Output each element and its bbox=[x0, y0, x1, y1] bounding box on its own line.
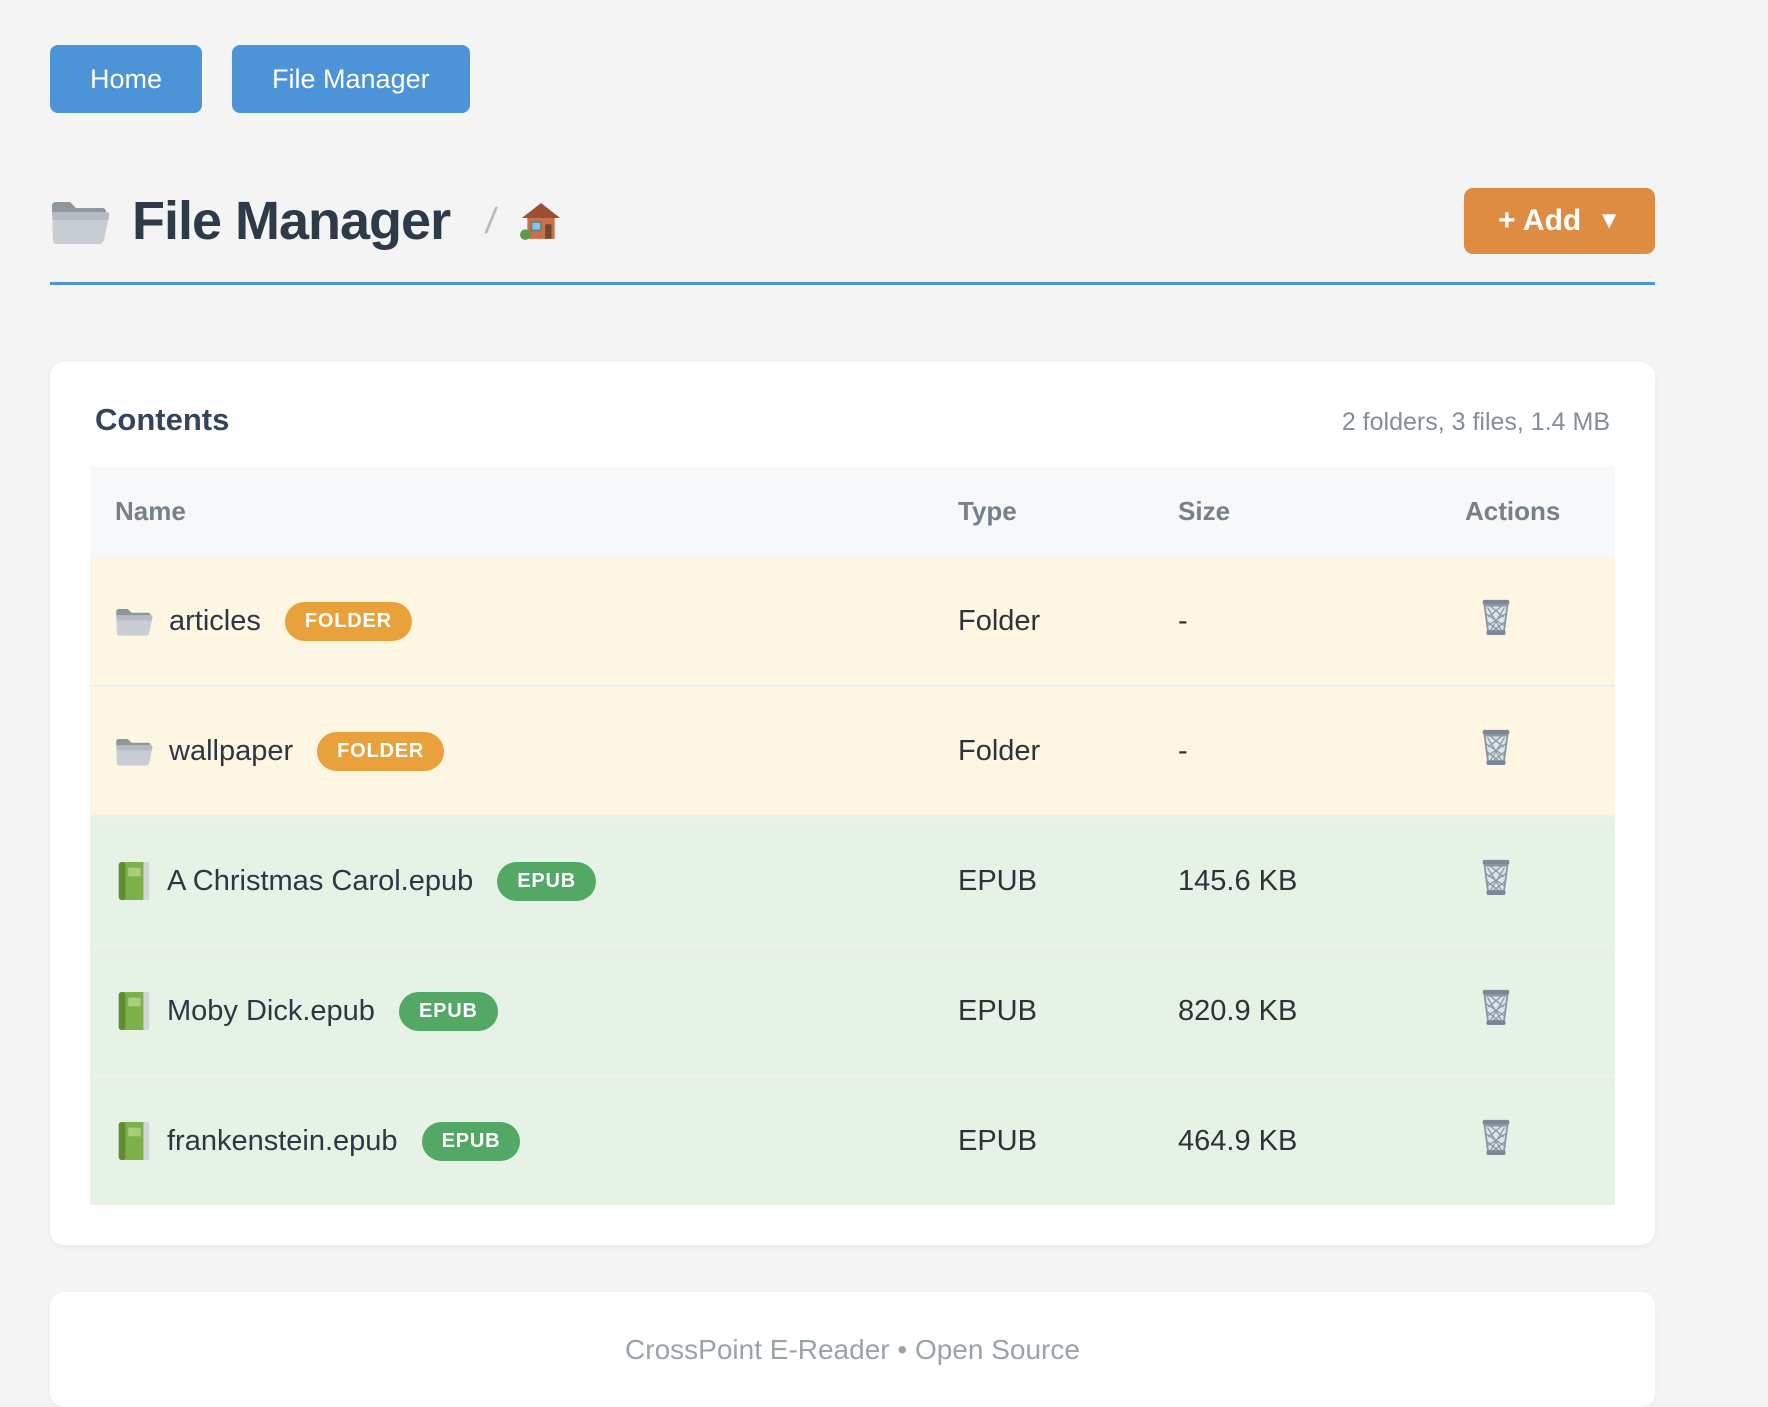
folder-icon bbox=[115, 605, 153, 637]
book-icon bbox=[115, 860, 151, 902]
contents-heading: Contents bbox=[95, 402, 230, 437]
book-icon bbox=[115, 990, 151, 1032]
breadcrumb-separator: / bbox=[483, 200, 500, 241]
file-size: 820.9 KB bbox=[1178, 994, 1298, 1027]
file-name[interactable]: frankenstein.epub bbox=[167, 1124, 398, 1157]
table-row[interactable]: Moby Dick.epub EPUB EPUB 820.9 KB bbox=[90, 946, 1615, 1076]
title-divider bbox=[50, 282, 1655, 285]
table-row[interactable]: A Christmas Carol.epub EPUB EPUB 145.6 K… bbox=[90, 816, 1615, 946]
column-header-size: Size bbox=[1178, 466, 1465, 557]
delete-button[interactable] bbox=[1465, 857, 1515, 897]
contents-summary: 2 folders, 3 files, 1.4 MB bbox=[1341, 408, 1610, 436]
page-container: Home File Manager File Manager / + Add ▼… bbox=[50, 0, 1655, 1407]
footer-text: CrossPoint E-Reader • Open Source bbox=[625, 1333, 1080, 1365]
file-name[interactable]: Moby Dick.epub bbox=[167, 994, 375, 1027]
file-name[interactable]: wallpaper bbox=[169, 734, 294, 767]
contents-card: Contents 2 folders, 3 files, 1.4 MB Name… bbox=[50, 362, 1655, 1245]
table-row[interactable]: wallpaper FOLDER Folder - bbox=[90, 686, 1615, 816]
chevron-down-icon: ▼ bbox=[1597, 207, 1621, 234]
page-title: File Manager bbox=[132, 191, 451, 251]
file-type: EPUB bbox=[958, 994, 1037, 1027]
folder-icon bbox=[50, 196, 110, 246]
file-name[interactable]: articles bbox=[169, 604, 261, 637]
column-header-type: Type bbox=[958, 466, 1178, 557]
title-group: File Manager / bbox=[50, 190, 1464, 252]
type-badge: FOLDER bbox=[284, 601, 412, 641]
delete-button[interactable] bbox=[1465, 727, 1515, 767]
file-size: 145.6 KB bbox=[1178, 864, 1298, 897]
file-table-body: articles FOLDER Folder - wallpaper bbox=[90, 557, 1615, 1205]
nav-home-button[interactable]: Home bbox=[50, 45, 203, 113]
file-name[interactable]: A Christmas Carol.epub bbox=[167, 864, 474, 897]
contents-card-header: Contents 2 folders, 3 files, 1.4 MB bbox=[90, 402, 1615, 466]
type-badge: EPUB bbox=[398, 991, 498, 1031]
add-button-label: + Add bbox=[1498, 204, 1582, 237]
column-header-actions: Actions bbox=[1465, 466, 1615, 557]
column-header-name: Name bbox=[90, 466, 958, 557]
file-size: - bbox=[1178, 734, 1188, 767]
type-badge: EPUB bbox=[497, 861, 597, 901]
file-size: 464.9 KB bbox=[1178, 1124, 1298, 1157]
home-icon[interactable] bbox=[519, 201, 562, 241]
book-icon bbox=[115, 1120, 151, 1162]
table-row[interactable]: frankenstein.epub EPUB EPUB 464.9 KB bbox=[90, 1076, 1615, 1205]
file-type: Folder bbox=[958, 604, 1041, 637]
page-header: File Manager / + Add ▼ bbox=[50, 188, 1655, 254]
top-nav: Home File Manager bbox=[50, 45, 1655, 113]
trash-icon bbox=[1477, 727, 1515, 767]
trash-icon bbox=[1477, 1117, 1515, 1157]
type-badge: EPUB bbox=[421, 1121, 521, 1161]
table-row[interactable]: articles FOLDER Folder - bbox=[90, 557, 1615, 686]
type-badge: FOLDER bbox=[317, 731, 445, 771]
delete-button[interactable] bbox=[1465, 987, 1515, 1027]
delete-button[interactable] bbox=[1465, 1117, 1515, 1157]
folder-icon bbox=[115, 735, 153, 767]
trash-icon bbox=[1477, 857, 1515, 897]
file-table-head: Name Type Size Actions bbox=[90, 466, 1615, 557]
trash-icon bbox=[1477, 597, 1515, 637]
file-type: Folder bbox=[958, 734, 1041, 767]
nav-file-manager-button[interactable]: File Manager bbox=[232, 45, 470, 113]
footer-card: CrossPoint E-Reader • Open Source bbox=[50, 1292, 1655, 1407]
file-type: EPUB bbox=[958, 864, 1037, 897]
file-table: Name Type Size Actions articles FOLDER F… bbox=[90, 466, 1615, 1205]
trash-icon bbox=[1477, 987, 1515, 1027]
file-type: EPUB bbox=[958, 1124, 1037, 1157]
delete-button[interactable] bbox=[1465, 597, 1515, 637]
add-button[interactable]: + Add ▼ bbox=[1464, 188, 1655, 254]
file-size: - bbox=[1178, 604, 1188, 637]
